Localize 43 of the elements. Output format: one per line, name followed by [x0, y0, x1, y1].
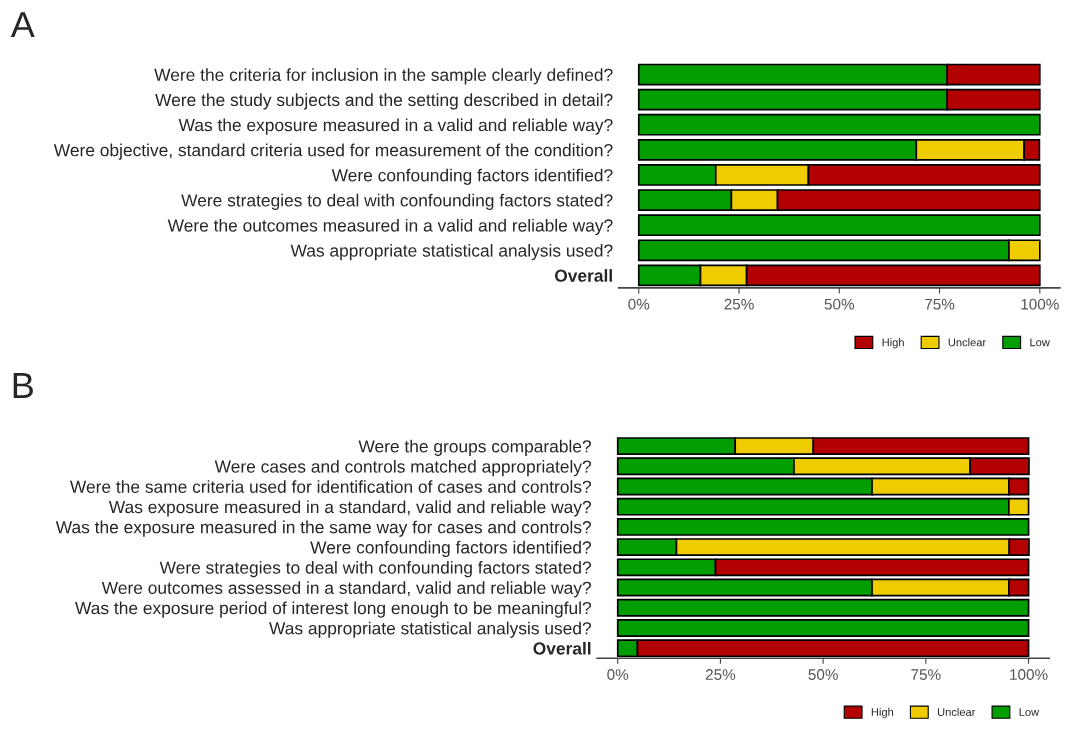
x-tick-label: 0%: [628, 298, 650, 310]
legend-label: Low: [1030, 338, 1050, 347]
y-tick-label: Were strategies to deal with confounding factors stated?: [159, 561, 592, 578]
legend-label: High: [871, 707, 894, 719]
y-tick-label: Were the groups comparable?: [358, 439, 591, 456]
bar: [616, 598, 1030, 617]
y-tick-label: Overall: [554, 269, 612, 282]
x-tick-label: 100%: [1021, 298, 1059, 310]
bar: [616, 517, 1030, 536]
y-tick-label: Were the study subjects and the setting described in detail?: [155, 93, 613, 110]
y-tick-label: Were the same criteria used for identification of cases and controls?: [69, 480, 592, 493]
y-tick-label: Were confounding factors identified?: [331, 168, 613, 185]
y-tick-label: Was the exposure measured in a valid and reliable way?: [178, 118, 613, 135]
y-tick-label: Was the exposure period of interest long enough to be meaningful?: [75, 601, 592, 618]
x-tick-label: 100%: [1010, 669, 1048, 680]
x-tick-label: 25%: [705, 669, 736, 680]
legend-label: Low: [1019, 708, 1040, 716]
y-tick-label: Was the exposure measured in the same way for cases and controls?: [55, 520, 592, 537]
x-tick-label: 0%: [607, 669, 629, 680]
y-tick-label: Were the criteria for inclusion in the sample clearly defined?: [154, 68, 613, 85]
y-tick-label: Was appropriate statistical analysis used?: [269, 621, 591, 638]
text: B: [13, 373, 33, 398]
x-tick-label: 50%: [808, 669, 838, 680]
x-tick-label: 75%: [911, 669, 941, 680]
y-tick-label: Overall: [533, 641, 591, 655]
legend-label: Unclear: [948, 338, 986, 347]
y-tick-label: Were objective, standard criteria used for measurement of the condition?: [53, 143, 613, 160]
x-tick-label: 50%: [824, 298, 855, 310]
x-tick-label: 75%: [925, 298, 955, 310]
bar: [637, 214, 1041, 237]
text: A: [10, 12, 35, 38]
y-tick-label: Was exposure measured in a standard, valid and reliable way?: [108, 500, 592, 517]
y-tick-label: Was appropriate statistical analysis used?: [290, 244, 613, 261]
x-tick-label: 25%: [724, 298, 754, 310]
y-tick-label: Were strategies to deal with confounding factors stated?: [181, 193, 613, 210]
y-tick-label: Were cases and controls matched appropriately?: [214, 459, 592, 477]
y-tick-label: Were confounding factors identified?: [310, 540, 591, 558]
y-tick-label: Were outcomes assessed in a standard, valid and reliable way?: [101, 581, 592, 598]
legend-label: Unclear: [937, 707, 976, 716]
bar: [616, 619, 1030, 637]
y-tick-label: Were the outcomes measured in a valid and reliable way?: [167, 218, 613, 236]
legend-label: High: [882, 338, 904, 349]
bar: [637, 113, 1041, 136]
